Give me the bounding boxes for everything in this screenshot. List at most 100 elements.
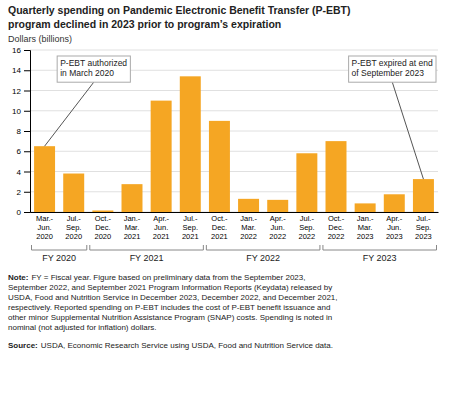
bar (209, 121, 230, 212)
chart-title: Quarterly spending on Pandemic Electroni… (8, 4, 351, 30)
x-tick: Jul.-Sep.2020 (65, 212, 82, 241)
grid-line (30, 90, 438, 91)
annotation-text: P-EBT expired at endof September 2023 (352, 58, 433, 78)
bars (34, 76, 434, 212)
x-tick: Oct.-Dec.2020 (95, 212, 112, 241)
bar (296, 153, 317, 212)
source: Source:USDA, Economic Research Service u… (8, 341, 333, 350)
note-text: FY = Fiscal year. Figure based on prelim… (31, 273, 305, 282)
grid-line (30, 212, 438, 213)
bar (267, 200, 288, 212)
note-line: other minor Supplemental Nutrition Assis… (8, 313, 332, 322)
y-tick-label: 12 (12, 87, 21, 96)
source-label: Source: (8, 341, 38, 350)
y-tick-label: 10 (12, 107, 21, 116)
x-tick-label-line: 2023 (415, 232, 432, 241)
title-line: Quarterly spending on Pandemic Electroni… (8, 4, 351, 16)
y-axis-title: Dollars (billions) (8, 34, 72, 44)
y-tick-label: 6 (17, 147, 22, 156)
annotation-connector (392, 82, 423, 179)
y-tick: 8 (17, 127, 30, 136)
y-tick-mark (24, 151, 30, 152)
x-tick-label: Jan.-Mar.2022 (240, 214, 257, 240)
annotation-box (57, 56, 130, 82)
y-axis: 0 2 4 6 8 10 12 14 16 (12, 46, 30, 217)
bar (413, 179, 434, 212)
y-tick: 4 (17, 168, 30, 177)
y-tick: 0 (17, 208, 30, 217)
source-text: USDA, Economic Research Service using US… (41, 341, 333, 350)
x-tick: Apr.-Jun.2022 (269, 212, 286, 241)
bar (122, 184, 143, 212)
y-tick-mark (24, 91, 30, 92)
annotation-line: P-EBT authorized (60, 58, 127, 68)
x-tick-label-line: 2021 (124, 232, 141, 241)
x-tick-label: Apr.-Jun.2022 (269, 214, 286, 240)
bar (384, 194, 405, 212)
x-tick-label-line: 2023 (357, 232, 374, 241)
y-tick-label: 0 (17, 208, 22, 217)
group-bracket (206, 245, 320, 250)
group-label: FY 2020 (42, 253, 76, 263)
bar (238, 199, 259, 212)
x-tick-label-line: 2021 (153, 232, 170, 241)
x-tick-label: Mar.-Jun.2020 (36, 214, 54, 240)
y-tick-label: 2 (17, 188, 22, 197)
bar (180, 76, 201, 212)
grid-line (30, 131, 438, 132)
x-tick-label-line: 2021 (182, 232, 199, 241)
grid-line (30, 110, 438, 111)
y-tick-mark (24, 70, 30, 71)
group-label: FY 2021 (130, 253, 164, 263)
note: Note:FY = Fiscal year. Figure based on p… (8, 273, 338, 332)
y-tick-mark (24, 111, 30, 112)
y-tick-label: 14 (12, 66, 21, 75)
x-tick: Jan.-Mar.2021 (124, 212, 141, 241)
grid (30, 50, 438, 212)
x-tick-label: Jul.-Sep.2020 (65, 214, 82, 240)
x-tick-label: Jul.-Sep.2022 (299, 214, 316, 240)
y-tick: 2 (17, 188, 30, 197)
x-tick-label: Jul.-Sep.2021 (182, 214, 199, 240)
x-tick: Oct.-Dec.2021 (211, 212, 228, 241)
note-label: Note: (8, 273, 28, 282)
group-bracket (90, 245, 204, 250)
annotation: P-EBT authorizedin March 2020 (45, 56, 131, 146)
note-line: USDA, Food and Nutrition Service in Dece… (8, 293, 338, 302)
y-tick-mark (24, 50, 30, 51)
x-tick-label: Oct.-Dec.2021 (211, 214, 228, 240)
y-tick-label: 16 (12, 46, 21, 55)
x-tick: Mar.-Jun.2020 (36, 212, 54, 241)
x-tick-label-line: 2020 (36, 232, 53, 241)
x-tick-label-line: 2022 (328, 232, 345, 241)
x-tick: Jan.-Mar.2022 (240, 212, 257, 241)
group-bracket (32, 245, 87, 250)
bar (34, 146, 55, 212)
grid-line (30, 50, 438, 51)
y-tick-mark (24, 131, 30, 132)
x-tick: Jul.-Sep.2021 (182, 212, 199, 241)
note-line: September 2022, and September 2021 Progr… (8, 283, 332, 292)
x-axis-line (31, 212, 439, 213)
y-tick-label: 8 (17, 127, 22, 136)
title-line: program declined in 2023 prior to progra… (8, 18, 281, 30)
bar (63, 174, 84, 212)
x-tick: Jul.-Sep.2023 (415, 212, 432, 241)
annotations: P-EBT authorizedin March 2020 P-EBT expir… (45, 56, 436, 179)
annotation-line: P-EBT expired at end (352, 58, 433, 68)
x-tick-label-line: 2022 (299, 232, 316, 241)
annotation: P-EBT expired at endof September 2023 (349, 56, 436, 179)
x-tick: Jul.-Sep.2022 (299, 212, 316, 241)
x-tick: Apr.-Jun.2023 (386, 212, 403, 241)
y-axis-line (24, 51, 31, 213)
chart-svg: Quarterly spending on Pandemic Electroni… (0, 0, 450, 405)
groups: FY 2020FY 2021FY 2022FY 2023 (32, 245, 437, 263)
x-tick: Jan.-Mar.2023 (357, 212, 374, 241)
x-tick-label: Oct.-Dec.2022 (328, 214, 345, 240)
grid-line (30, 151, 438, 152)
note-line: Note:FY = Fiscal year. Figure based on p… (8, 273, 305, 282)
y-tick: 6 (17, 147, 30, 156)
y-tick: 10 (12, 107, 30, 116)
annotation-line: of September 2023 (352, 68, 425, 78)
annotation-box (349, 56, 436, 82)
